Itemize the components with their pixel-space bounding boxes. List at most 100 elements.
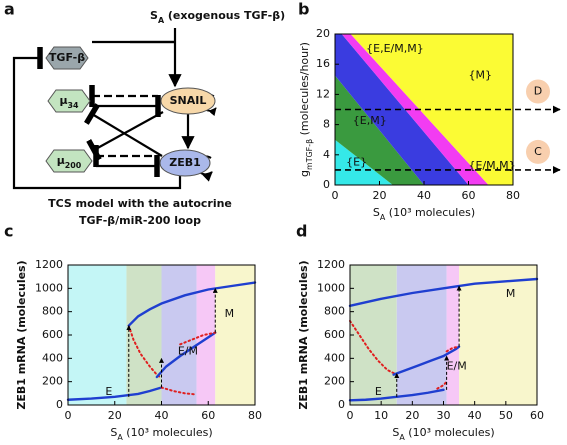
y-tick-label: 400 <box>42 351 63 364</box>
y-tick-label: 8 <box>323 118 330 131</box>
x-tick-label: 0 <box>332 189 339 202</box>
region <box>335 34 469 185</box>
x-tick-label: 40 <box>417 189 431 202</box>
regime-band <box>161 265 197 405</box>
branch <box>445 345 461 353</box>
y-tick-label: 0 <box>56 398 63 411</box>
panel-label: a <box>4 0 15 19</box>
regime-band <box>350 265 397 405</box>
y-tick-label: 1200 <box>35 258 63 271</box>
edge <box>12 47 182 190</box>
x-tick-label: 0 <box>347 409 354 422</box>
threshold-label: C <box>534 145 542 158</box>
y-tick-label: 800 <box>324 305 345 318</box>
node-label: ZEB1 <box>169 156 201 169</box>
edge <box>86 111 164 161</box>
text-part: S <box>110 426 117 439</box>
region-label: {E} <box>346 155 367 168</box>
node-shape <box>45 149 93 173</box>
x-tick-label: 50 <box>499 409 513 422</box>
subscript: mTGF-β <box>305 139 314 170</box>
node-shape <box>159 149 211 177</box>
subscript: 200 <box>65 161 82 170</box>
region-label: {M} <box>469 69 493 82</box>
branch <box>179 331 217 346</box>
branch <box>160 386 198 396</box>
y-tick-label: 1000 <box>35 281 63 294</box>
subscript: A <box>158 16 165 25</box>
regime-label: E/M <box>447 360 467 373</box>
y-tick-label: 1000 <box>317 281 345 294</box>
threshold-badge <box>526 79 550 104</box>
caption: TGF-β/miR-200 loop <box>79 214 201 227</box>
regime-band <box>446 265 460 405</box>
x-axis-label: SA (10³ molecules) <box>373 206 475 222</box>
text-part: μ <box>59 94 67 107</box>
subscript: A <box>117 433 123 442</box>
branch <box>127 281 257 327</box>
y-tick-label: 200 <box>42 375 63 388</box>
branch <box>66 386 163 401</box>
text-part: (10³ molecules) <box>123 426 213 439</box>
y-tick-label: 16 <box>316 57 330 70</box>
x-tick-label: 20 <box>405 409 419 422</box>
text-part: (molecules/hour) <box>298 42 311 139</box>
threshold-badge <box>526 139 550 164</box>
node-label: μ200 <box>57 154 82 170</box>
text-part: μ <box>57 154 65 167</box>
y-tick-label: 600 <box>324 328 345 341</box>
caption: TCS model with the autocrine <box>48 197 232 210</box>
text-part: g <box>298 170 311 177</box>
text-part: S <box>373 206 380 219</box>
node-label: μ34 <box>59 94 79 110</box>
node-shape <box>160 87 216 115</box>
branch <box>155 331 217 379</box>
node-label: TGF-β <box>49 51 85 64</box>
y-axis-label: ZEB1 mRNA (molecules) <box>15 260 28 409</box>
x-tick-label: 80 <box>248 409 262 422</box>
node-shape <box>45 46 89 70</box>
branch <box>436 380 448 390</box>
x-tick-label: 60 <box>201 409 215 422</box>
panel-label: b <box>298 0 309 19</box>
y-axis-label: ZEB1 mRNA (molecules) <box>297 260 310 409</box>
y-tick-label: 12 <box>316 87 330 100</box>
regime-label: M <box>506 287 516 300</box>
x-tick-label: 0 <box>65 409 72 422</box>
x-tick-label: 60 <box>462 189 476 202</box>
panel-label: d <box>296 222 307 241</box>
region <box>335 139 393 185</box>
x-tick-label: 80 <box>506 189 520 202</box>
x-tick-label: 10 <box>374 409 388 422</box>
branch <box>392 345 461 376</box>
threshold-label: D <box>534 85 542 98</box>
x-tick-label: 20 <box>373 189 387 202</box>
region-label: {E,E/M,M} <box>366 42 424 55</box>
y-tick-label: 0 <box>323 178 330 191</box>
branch <box>349 320 398 376</box>
regime-band <box>459 265 537 405</box>
edge <box>83 103 163 157</box>
y-tick-label: 4 <box>323 148 330 161</box>
y-tick-label: 1200 <box>317 258 345 271</box>
x-axis-label: SA (10³ molecules) <box>392 426 494 442</box>
regime-band <box>396 265 447 405</box>
regime-label: M <box>225 307 235 320</box>
y-tick-label: 200 <box>324 375 345 388</box>
region <box>335 75 424 185</box>
region-label: {E/M,M} <box>469 159 516 172</box>
diagram-nodes <box>45 46 216 177</box>
chart: {E} {E,M} {E,E/M,M} {E/M,M} {M} D C 0 20 40 60 80 0 4… <box>316 27 561 202</box>
x-tick-label: 60 <box>530 409 544 422</box>
y-tick-label: 400 <box>324 351 345 364</box>
text-part: (10³ molecules) <box>405 426 495 439</box>
subscript: A <box>399 433 405 442</box>
region-label: {E,M} <box>353 114 387 127</box>
regime-band <box>68 265 127 405</box>
y-tick-label: 0 <box>338 398 345 411</box>
y-tick-label: 800 <box>42 305 63 318</box>
x-tick-label: 40 <box>468 409 482 422</box>
y-axis-label: gmTGF-β (molecules/hour) <box>298 42 314 177</box>
